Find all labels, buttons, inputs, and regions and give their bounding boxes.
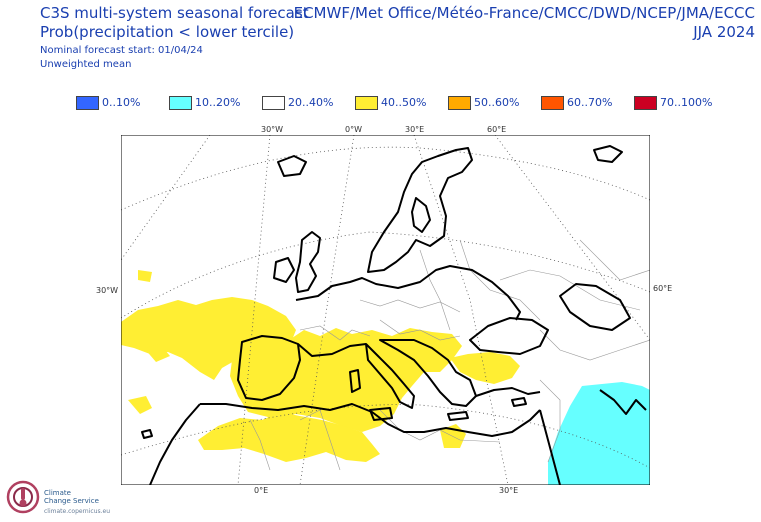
lon-label-bottom: 30°E (499, 486, 518, 495)
legend-swatch (169, 96, 192, 110)
legend-label: 50..60% (474, 96, 520, 109)
forecast-start: Nominal forecast start: 01/04/24 (40, 45, 203, 56)
coastline-italy (365, 343, 415, 409)
prob-area (144, 344, 170, 362)
prob-area (230, 328, 462, 432)
coastline-balkans (379, 339, 477, 407)
coastline-baltic (411, 197, 431, 233)
country-borders (249, 239, 650, 471)
prob-area (121, 297, 296, 380)
coastline-sicily (369, 407, 393, 421)
legend-swatch (355, 96, 378, 110)
legend-label: 0..10% (102, 96, 141, 109)
coastline-scandinavia (367, 147, 473, 273)
coastline-gulf (599, 389, 647, 415)
weighting-label: Unweighted mean (40, 59, 132, 70)
coastline-british-isles (295, 231, 321, 293)
coastline-western-europe (295, 265, 521, 321)
lat-label-right: 60°E (653, 284, 672, 293)
map-content (121, 135, 650, 485)
season-label: JJA 2024 (693, 23, 755, 41)
logo-url: climate.copernicus.eu (44, 508, 111, 515)
coastline-black-sea (469, 317, 549, 355)
legend-swatch (448, 96, 471, 110)
lon-label-bottom: 0°E (254, 486, 268, 495)
legend-label: 70..100% (660, 96, 713, 109)
coastline-crete (447, 411, 469, 421)
legend-swatch (76, 96, 99, 110)
prob-area (198, 412, 380, 462)
coastline-sardinia (349, 369, 361, 393)
legend-swatch (262, 96, 285, 110)
coastline-red-sea (539, 409, 561, 485)
lon-label-top: 60°E (487, 125, 506, 134)
prob-area (128, 396, 152, 414)
coastlines (141, 145, 647, 485)
legend-label: 40..50% (381, 96, 427, 109)
legend-swatch (634, 96, 657, 110)
coastline-novaya (593, 145, 623, 163)
probability-10-20-areas (548, 382, 650, 485)
prob-area (548, 382, 650, 485)
probability-40-50-areas (121, 270, 520, 462)
coastline-north-africa (200, 403, 541, 437)
copernicus-logo: Climate Change Service climate.copernicu… (6, 478, 136, 518)
prob-area (138, 270, 152, 282)
centres-label: ECMWF/Met Office/Météo-France/CMCC/DWD/N… (293, 4, 755, 22)
legend-label: 10..20% (195, 96, 241, 109)
logo-name: Climate Change Service (44, 489, 99, 505)
lon-label-top: 30°W (261, 125, 283, 134)
legend-label: 20..40% (288, 96, 334, 109)
coastline-iceland (277, 155, 307, 177)
coastline-cyprus (511, 397, 527, 407)
lon-label-top: 30°E (405, 125, 424, 134)
coastline-caspian (559, 283, 631, 331)
graticule (121, 135, 650, 485)
lon-label-top: 0°W (345, 125, 362, 134)
prob-area (450, 352, 520, 384)
lat-label-left: 30°W (96, 286, 118, 295)
legend-label: 60..70% (567, 96, 613, 109)
title-right-block: ECMWF/Met Office/Météo-France/CMCC/DWD/N… (294, 4, 755, 42)
climate-change-service-icon (6, 480, 40, 514)
title-block: C3S multi-system seasonal forecast Prob(… (40, 4, 309, 72)
coastline-iberia (237, 335, 301, 401)
variable-title: Prob(precipitation < lower tercile) (40, 23, 295, 41)
coastline-atlantic-africa (149, 403, 201, 485)
coastline-canaries (141, 429, 153, 439)
legend-swatch (541, 96, 564, 110)
coastline-ireland (273, 257, 295, 283)
coastline-turkey (475, 387, 541, 397)
chart-title: C3S multi-system seasonal forecast (40, 4, 309, 22)
coastline-france-med (297, 343, 367, 357)
